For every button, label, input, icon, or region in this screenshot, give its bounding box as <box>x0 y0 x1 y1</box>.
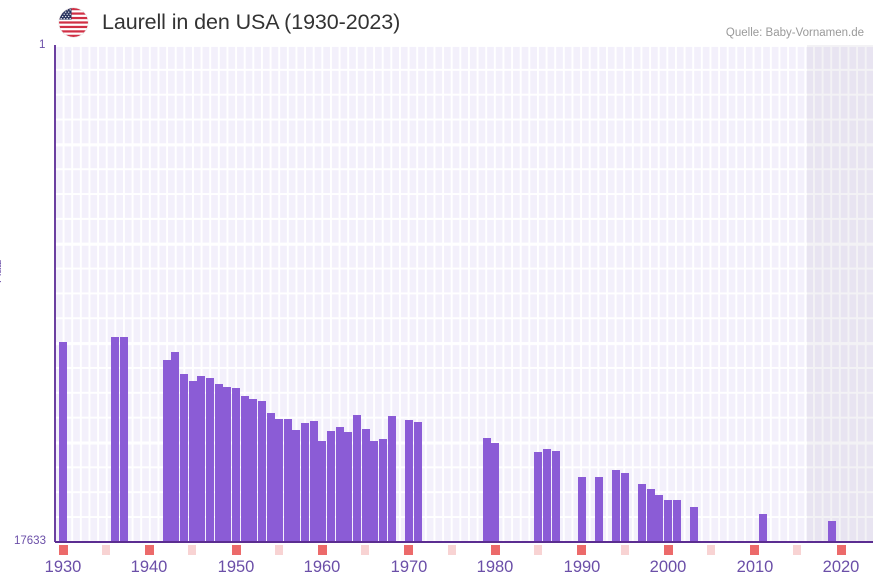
x-axis-label: 1970 <box>390 558 428 576</box>
x-tickmark <box>491 545 500 555</box>
bar[interactable] <box>223 387 232 542</box>
bar[interactable] <box>361 429 370 542</box>
bar[interactable] <box>275 419 284 542</box>
bar[interactable] <box>180 374 188 542</box>
source-attribution: Quelle: Baby-Vornamen.de <box>725 27 864 39</box>
bar[interactable] <box>197 376 206 542</box>
bar[interactable] <box>344 432 353 542</box>
bar[interactable] <box>387 416 396 542</box>
bar[interactable] <box>491 443 500 542</box>
x-tickmark <box>404 545 413 555</box>
x-axis-label: 1930 <box>44 558 82 576</box>
us-flag-icon <box>59 8 88 37</box>
bar[interactable] <box>335 427 344 542</box>
bar[interactable] <box>266 413 275 542</box>
x-tickmark <box>145 545 154 555</box>
bar[interactable] <box>413 422 422 542</box>
bar[interactable] <box>231 388 240 542</box>
x-tickmark <box>707 545 715 555</box>
bar[interactable] <box>309 421 318 542</box>
x-tickmark <box>577 545 586 555</box>
bar[interactable] <box>301 423 310 542</box>
bar[interactable] <box>542 449 551 542</box>
bar[interactable] <box>188 381 197 542</box>
x-tickmark <box>621 545 629 555</box>
bar[interactable] <box>370 441 379 542</box>
bar[interactable] <box>205 378 214 542</box>
x-tickmark <box>232 545 241 555</box>
bar[interactable] <box>240 396 249 542</box>
page-title: Laurell in den USA (1930-2023) <box>102 10 401 34</box>
x-axis-label: 2000 <box>649 558 687 576</box>
bar-series <box>55 45 873 542</box>
bar[interactable] <box>551 451 560 542</box>
bar[interactable] <box>664 500 672 542</box>
x-tickmark <box>188 545 196 555</box>
bar[interactable] <box>759 514 767 542</box>
bar[interactable] <box>646 489 655 542</box>
x-axis-label: 2020 <box>822 558 860 576</box>
x-tickmark <box>448 545 456 555</box>
bar[interactable] <box>119 337 128 542</box>
x-tickmark <box>837 545 846 555</box>
bar[interactable] <box>672 500 681 542</box>
bar[interactable] <box>327 431 335 542</box>
y-tick-top: 1 <box>39 39 46 51</box>
x-tickmark <box>275 545 283 555</box>
bar[interactable] <box>59 342 67 542</box>
y-axis-line <box>54 45 56 542</box>
x-axis-label: 1990 <box>563 558 601 576</box>
plot-area <box>55 45 873 542</box>
x-axis-label: 1950 <box>217 558 255 576</box>
bar[interactable] <box>214 384 223 542</box>
x-tickmark <box>102 545 110 555</box>
bar[interactable] <box>534 452 543 542</box>
x-axis-label: 1960 <box>303 558 341 576</box>
bar[interactable] <box>482 438 491 542</box>
bar[interactable] <box>594 477 603 542</box>
x-axis-label: 2010 <box>736 558 774 576</box>
bar[interactable] <box>404 420 413 542</box>
bar[interactable] <box>353 415 361 542</box>
x-axis-label: 1940 <box>130 558 168 576</box>
bar[interactable] <box>162 360 171 542</box>
bar[interactable] <box>620 473 629 542</box>
bar[interactable] <box>257 401 266 542</box>
bar[interactable] <box>612 470 621 542</box>
bar[interactable] <box>110 337 119 542</box>
bar[interactable] <box>249 399 258 542</box>
bar[interactable] <box>318 441 327 542</box>
bar[interactable] <box>690 507 698 542</box>
bar[interactable] <box>283 419 292 542</box>
x-tickmark <box>750 545 759 555</box>
y-axis-title: Platz <box>0 259 4 283</box>
chart-header: Laurell in den USA (1930-2023) Quelle: B… <box>0 0 873 45</box>
x-tickmark <box>664 545 673 555</box>
bar[interactable] <box>655 495 664 542</box>
x-tickmark <box>793 545 801 555</box>
x-tickmark <box>534 545 542 555</box>
y-tick-bottom: 17633 <box>14 535 46 547</box>
x-axis-line <box>55 541 873 543</box>
bar[interactable] <box>378 439 387 542</box>
bar[interactable] <box>292 430 301 542</box>
bar[interactable] <box>577 477 586 542</box>
x-tickmark <box>59 545 68 555</box>
bar[interactable] <box>638 484 647 542</box>
bar[interactable] <box>828 521 836 542</box>
x-axis-label: 1980 <box>476 558 514 576</box>
x-tickmark <box>318 545 327 555</box>
bar[interactable] <box>171 352 180 542</box>
x-tickmark <box>361 545 369 555</box>
